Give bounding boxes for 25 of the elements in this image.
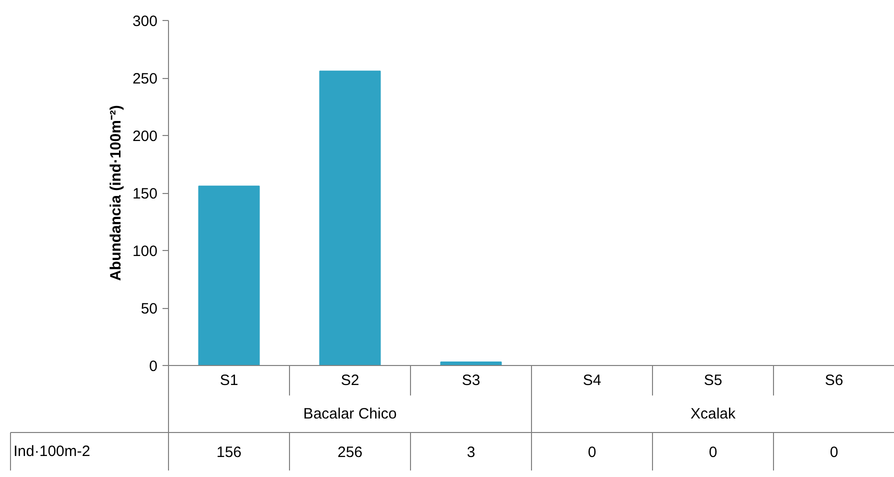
y-tick-label: 150: [132, 186, 158, 202]
x-tick-label: S2: [340, 372, 360, 389]
bar: [198, 186, 260, 366]
x-tick-label: S3: [462, 372, 480, 389]
text: Bacalar Chico: [303, 406, 397, 422]
data-label: 0: [830, 444, 838, 461]
y-tick-label: 200: [132, 128, 158, 145]
data-label: 3: [466, 444, 476, 461]
y-tick-label: 50: [140, 300, 158, 318]
bar: [319, 70, 381, 366]
data-label: 0: [588, 444, 596, 461]
x-tick-label: S6: [824, 372, 844, 389]
x-tick-label: S4: [582, 372, 602, 389]
y-tick-label: 0: [149, 358, 158, 375]
data-label: 256: [337, 444, 363, 461]
text: Xcalak: [690, 406, 736, 422]
data-label: 0: [708, 444, 718, 461]
data-label: 156: [216, 444, 242, 461]
x-tick-label: S1: [220, 372, 238, 389]
x-tick-label: S5: [704, 372, 722, 389]
y-tick-label: 300: [132, 13, 158, 30]
y-tick-label: 250: [132, 70, 158, 88]
y-axis-title: Abundancia (ind·100m⁻²): [107, 105, 124, 281]
y-tick-label: 100: [132, 243, 158, 260]
text: Ind·100m-2: [14, 443, 90, 460]
